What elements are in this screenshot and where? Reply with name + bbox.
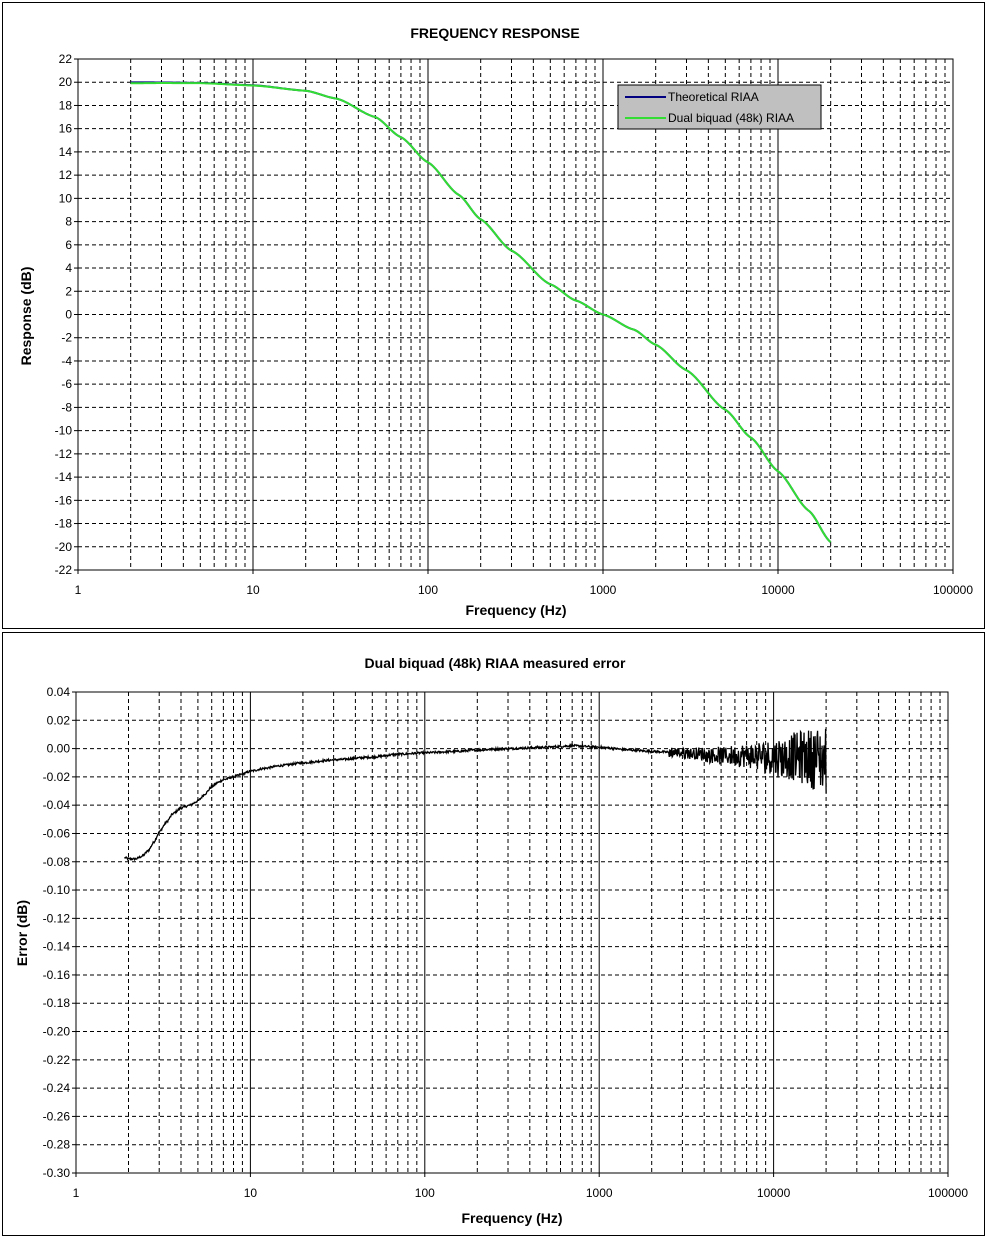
y-tick-label: 8 <box>65 215 72 229</box>
y-tick-label: -0.10 <box>43 883 71 897</box>
frequency-response-chart: FREQUENCY RESPONSE 2220181614121086420-2… <box>18 25 974 618</box>
y-tick-label: -0.24 <box>43 1081 71 1095</box>
plot-area-border <box>77 58 954 571</box>
y-tick-label: 10 <box>59 191 73 205</box>
y-tick-label: -0.22 <box>43 1053 71 1067</box>
chart-title: Dual biquad (48k) RIAA measured error <box>365 655 626 671</box>
y-axis-label: Error (dB) <box>14 900 30 966</box>
x-tick-label: 10000 <box>761 583 795 597</box>
y-tick-label: -0.06 <box>43 826 71 840</box>
y-tick-labels: 0.04 0.02 0.00 -0.02 -0.04 -0.06 -0.08 -0.10 -0.… <box>43 685 71 1180</box>
x-tick-label: 10 <box>244 1186 258 1200</box>
measured-error-chart: Dual biquad (48k) RIAA measured error 0.… <box>14 655 969 1226</box>
y-tick-label: -0.28 <box>43 1138 71 1152</box>
legend-label-dual-biquad: Dual biquad (48k) RIAA <box>668 111 794 125</box>
y-tick-label: -0.04 <box>43 798 71 812</box>
x-tick-labels: 1 10 100 1000 10000 100000 <box>73 1186 969 1200</box>
grid <box>72 691 949 1177</box>
legend-box <box>617 84 822 130</box>
x-tick-label: 1000 <box>590 583 617 597</box>
y-tick-label: -0.18 <box>43 996 71 1010</box>
x-tick-label: 100000 <box>928 1186 968 1200</box>
y-tick-label: -14 <box>55 470 73 484</box>
y-tick-labels: 2220181614121086420-2-4-6-8-10-12-14-16-… <box>55 52 73 577</box>
y-tick-label: 20 <box>59 75 73 89</box>
legend-label-theoretical: Theoretical RIAA <box>668 90 759 104</box>
chart-title: FREQUENCY RESPONSE <box>410 25 579 41</box>
y-tick-label: 16 <box>59 122 73 136</box>
measured-error-chart-panel: Dual biquad (48k) RIAA measured error 0.… <box>2 632 985 1236</box>
y-tick-label: 0.04 <box>47 685 71 699</box>
y-tick-label: -16 <box>55 493 73 507</box>
y-tick-label: 22 <box>59 52 73 66</box>
y-tick-label: 4 <box>65 261 72 275</box>
legend: Theoretical RIAA Dual biquad (48k) RIAA <box>617 84 822 130</box>
y-tick-label: -2 <box>61 331 72 345</box>
x-tick-label: 100 <box>415 1186 435 1200</box>
x-tick-labels: 1 10 100 1000 10000 100000 <box>75 583 974 597</box>
y-tick-label: -0.16 <box>43 968 71 982</box>
y-tick-label: -0.14 <box>43 940 71 954</box>
y-tick-label: -0.30 <box>43 1166 71 1180</box>
y-tick-label: 6 <box>65 238 72 252</box>
y-axis-label: Response (dB) <box>18 267 34 366</box>
y-tick-label: -0.20 <box>43 1025 71 1039</box>
plot-area-border <box>75 691 949 1174</box>
y-tick-label: -12 <box>55 447 73 461</box>
x-tick-label: 1 <box>75 583 82 597</box>
y-tick-label: 14 <box>59 145 73 159</box>
y-tick-label: -22 <box>55 563 73 577</box>
plot-series <box>124 728 827 862</box>
y-tick-label: 0.02 <box>47 713 71 727</box>
x-tick-label: 100000 <box>933 583 973 597</box>
y-tick-label: -0.12 <box>43 911 71 925</box>
y-tick-label: -20 <box>55 540 73 554</box>
x-tick-label: 100 <box>418 583 438 597</box>
y-tick-label: 2 <box>65 284 72 298</box>
y-tick-label: 0.00 <box>47 742 71 756</box>
x-axis-label: Frequency (Hz) <box>461 1210 562 1226</box>
y-tick-label: -8 <box>61 400 72 414</box>
y-tick-label: -18 <box>55 517 73 531</box>
plot-series <box>130 81 832 543</box>
x-tick-label: 10000 <box>757 1186 791 1200</box>
y-tick-label: -0.26 <box>43 1109 71 1123</box>
y-tick-label: 0 <box>65 308 72 322</box>
y-tick-label: -4 <box>61 354 72 368</box>
y-tick-label: 12 <box>59 168 73 182</box>
x-tick-label: 1000 <box>586 1186 613 1200</box>
series-line-dual-biquad <box>130 82 832 543</box>
y-tick-label: -0.08 <box>43 855 71 869</box>
x-axis-label: Frequency (Hz) <box>465 602 566 618</box>
y-tick-label: -6 <box>61 377 72 391</box>
frequency-response-chart-panel: FREQUENCY RESPONSE 22 20 18 16 14 12 10 8 6 4 2 0 -2… <box>2 2 985 629</box>
y-tick-label: 18 <box>59 98 73 112</box>
series-line-error <box>124 728 827 862</box>
x-tick-label: 1 <box>73 1186 80 1200</box>
y-tick-label: -10 <box>55 424 73 438</box>
x-tick-label: 10 <box>246 583 260 597</box>
grid <box>74 58 954 574</box>
y-tick-label: -0.02 <box>43 770 71 784</box>
